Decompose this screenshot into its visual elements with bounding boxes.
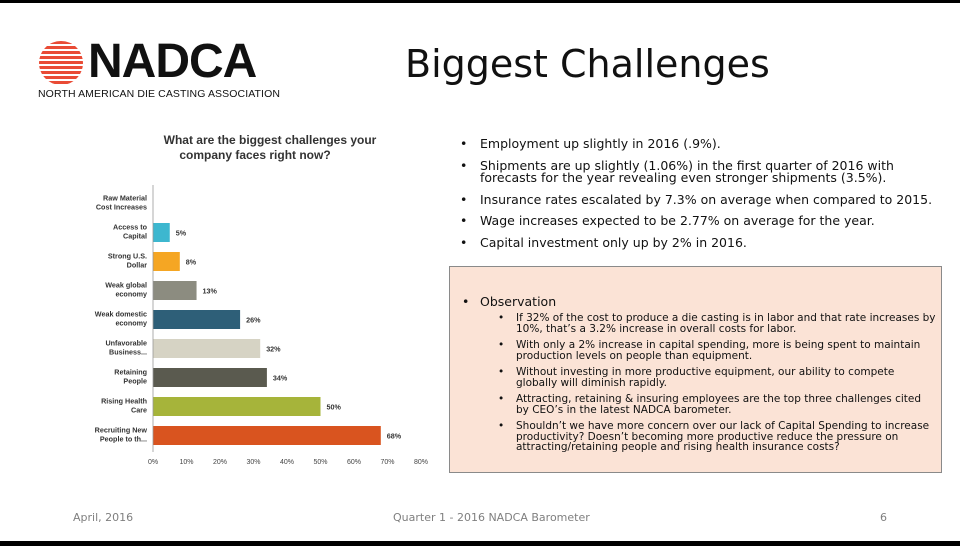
- observation-item: With only a 2% increase in capital spend…: [498, 340, 936, 361]
- observation-item: Attracting, retaining & insuring employe…: [498, 394, 936, 415]
- bullet-item: Employment up slightly in 2016 (.9%).: [458, 137, 938, 151]
- observation-heading: Observation: [460, 294, 556, 309]
- bar: [153, 223, 170, 242]
- bar-chart: Raw Material Cost Increases Access to Capit…: [95, 185, 428, 466]
- x-tick-label: 80%: [414, 459, 428, 466]
- data-label: 34%: [273, 374, 288, 383]
- category-label: Strong U.S. Dollar: [108, 252, 147, 270]
- category-label: Rising Health Care: [101, 397, 147, 415]
- observation-list: If 32% of the cost to produce a die cast…: [498, 313, 936, 459]
- observation-item: If 32% of the cost to produce a die cast…: [498, 313, 936, 334]
- bullet-item: Shipments are up slightly (1.06%) in the…: [458, 159, 938, 185]
- x-tick-label: 60%: [347, 459, 361, 466]
- data-label: 26%: [246, 316, 261, 325]
- bullet-item: Wage increases expected to be 2.77% on a…: [458, 214, 938, 228]
- category-label: Access to Capital: [113, 223, 148, 241]
- bar: [153, 252, 180, 271]
- data-label: 13%: [203, 287, 218, 296]
- logo-wordmark: NADCA: [88, 35, 257, 88]
- logo-subtitle: NORTH AMERICAN DIE CASTING ASSOCIATION: [38, 88, 281, 100]
- bullet-item: Capital investment only up by 2% in 2016…: [458, 236, 938, 250]
- x-tick-label: 70%: [380, 459, 394, 466]
- x-tick-label: 20%: [213, 459, 227, 466]
- category-label: Weak global economy: [105, 281, 147, 299]
- chart-title-line-1: What are the biggest challenges your: [163, 133, 377, 147]
- category-label: Raw Material Cost Increases: [96, 194, 147, 212]
- bottom-border: [0, 541, 960, 546]
- category-label: Retaining People: [114, 368, 147, 386]
- observation-box: Observation If 32% of the cost to produc…: [449, 266, 942, 473]
- data-label: 32%: [266, 345, 281, 354]
- bar: [153, 426, 381, 445]
- category-label: Recruiting New People to th...: [95, 426, 148, 444]
- x-tick-label: 0%: [148, 459, 158, 466]
- observation-item: Shouldn’t we have more concern over our …: [498, 421, 936, 453]
- data-label: 68%: [387, 432, 402, 441]
- x-tick-label: 30%: [246, 459, 260, 466]
- bar: [153, 339, 261, 358]
- footer-title: Quarter 1 - 2016 NADCA Barometer: [393, 511, 590, 524]
- key-findings-list: Employment up slightly in 2016 (.9%). Sh…: [458, 137, 938, 258]
- bar: [153, 368, 267, 387]
- chart-title: What are the biggest challenges your com…: [140, 133, 400, 163]
- x-tick-label: 40%: [280, 459, 294, 466]
- data-label: 50%: [327, 403, 342, 412]
- observation-item: Without investing in more productive equ…: [498, 367, 936, 388]
- category-label: Weak domestic economy: [95, 310, 147, 328]
- top-border: [0, 0, 960, 3]
- slide-title: Biggest Challenges: [405, 42, 770, 86]
- nadca-logo: NADCA NORTH AMERICAN DIE CASTING ASSOCIA…: [38, 35, 281, 106]
- bar: [153, 281, 197, 300]
- bullet-item: Insurance rates escalated by 7.3% on ave…: [458, 193, 938, 207]
- x-tick-label: 10%: [179, 459, 193, 466]
- bar: [153, 397, 321, 416]
- data-label: 8%: [186, 258, 197, 267]
- data-label: 5%: [176, 229, 187, 238]
- chart-title-line-2: company faces right now?: [179, 148, 331, 162]
- footer-date: April, 2016: [73, 511, 134, 524]
- page-number: 6: [880, 511, 887, 524]
- striped-globe-icon: [39, 41, 83, 84]
- bar: [153, 310, 241, 329]
- x-tick-label: 50%: [313, 459, 327, 466]
- category-label: Unfavorable Business...: [105, 339, 147, 357]
